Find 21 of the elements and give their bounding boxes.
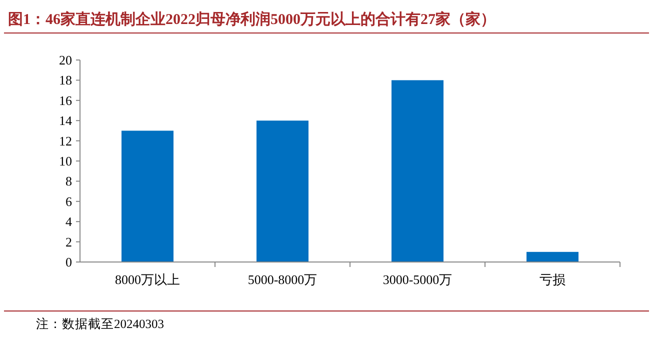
bar: [256, 120, 308, 262]
text: 注：数据截至20240303: [36, 317, 164, 331]
y-tick-label: 12: [59, 133, 72, 148]
x-tick-label: 8000万以上: [115, 272, 180, 287]
y-tick-label: 18: [59, 72, 72, 88]
y-tick-label: 20: [59, 52, 72, 68]
y-tick-label: 16: [59, 92, 72, 108]
bar: [526, 252, 578, 262]
y-tick-label: 8: [66, 174, 72, 189]
y-tick-label: 4: [66, 214, 72, 230]
bar: [392, 80, 444, 262]
y-tick-label: 0: [66, 254, 72, 270]
x-tick-label: 5000-8000万: [248, 272, 318, 287]
y-tick-label: 2: [66, 234, 72, 250]
y-tick-label: 10: [59, 154, 72, 168]
x-tick-label: 亏损: [540, 272, 566, 287]
y-tick-label: 6: [66, 194, 72, 209]
chart-title: 图1：46家直连机制企业2022归母净利润5000万元以上的合计有27家（家）: [8, 10, 496, 28]
y-tick-label: 14: [59, 113, 72, 128]
x-tick-label: 3000-5000万: [382, 272, 452, 287]
bar: [122, 130, 174, 262]
